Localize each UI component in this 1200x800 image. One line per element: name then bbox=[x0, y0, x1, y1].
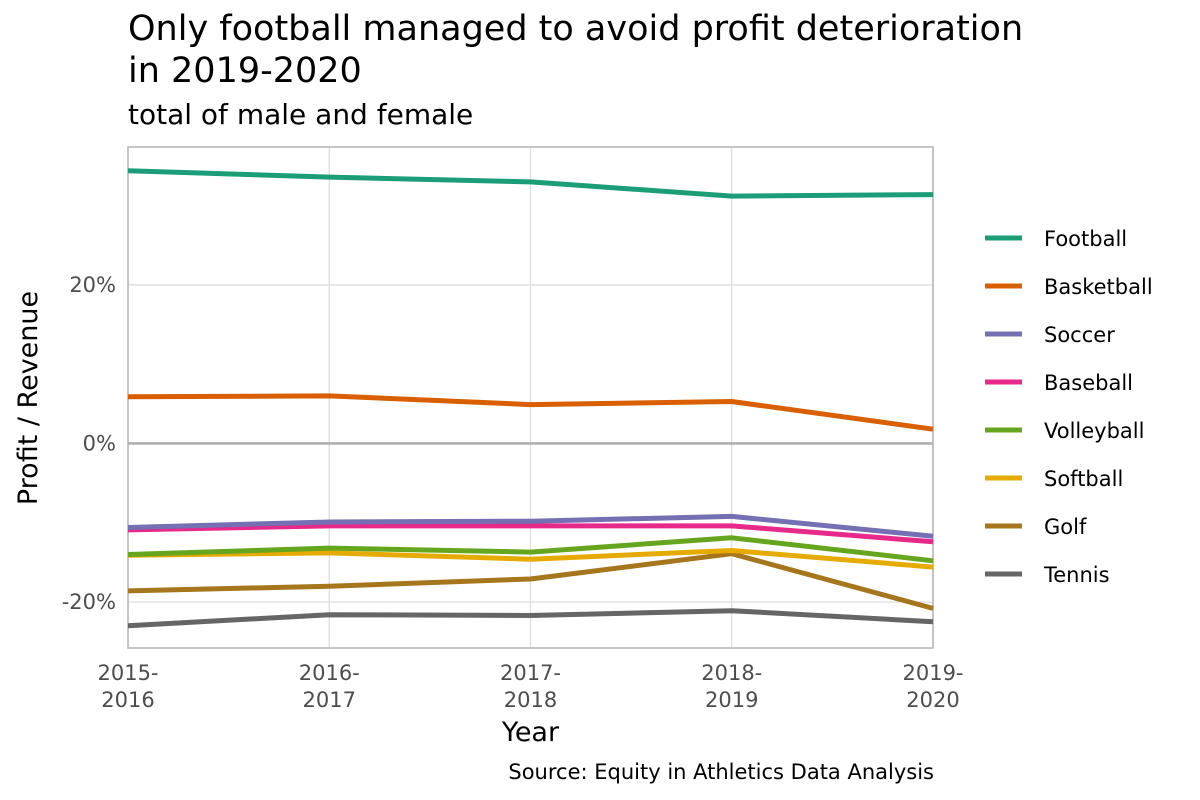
panel-border bbox=[127, 146, 934, 649]
x-tick-label: 2018- bbox=[701, 661, 762, 685]
legend-item-softball: Softball bbox=[985, 467, 1123, 491]
legend-label: Football bbox=[1044, 227, 1127, 251]
legend-label: Softball bbox=[1044, 467, 1123, 491]
y-tick-label: 0% bbox=[83, 431, 116, 455]
legend-label: Tennis bbox=[1043, 563, 1110, 587]
y-axis-title: Profit / Revenue bbox=[13, 291, 44, 505]
legend-label: Soccer bbox=[1044, 323, 1115, 347]
series-line-softball bbox=[127, 548, 934, 570]
series-layer bbox=[127, 168, 934, 629]
series-line-baseball bbox=[127, 523, 934, 545]
series-line-soccer bbox=[127, 513, 934, 539]
chart-title: Only football managed to avoid profit de… bbox=[128, 8, 1128, 92]
chart-caption: Source: Equity in Athletics Data Analysi… bbox=[508, 760, 934, 784]
x-tick-label: 2018 bbox=[504, 688, 557, 712]
legend-label: Golf bbox=[1044, 515, 1087, 539]
legend-item-basketball: Basketball bbox=[985, 275, 1153, 299]
legend-item-football: Football bbox=[985, 227, 1127, 251]
legend: Football Basketball Soccer Baseball Volleyba… bbox=[985, 227, 1153, 587]
legend-label: Baseball bbox=[1044, 371, 1133, 395]
chart-subtitle: total of male and female bbox=[128, 98, 474, 131]
tick-layer: -20% 0% 20% 2015- 2016 2016- 2017 2017- 2018 2018… bbox=[62, 273, 964, 712]
y-tick-label: -20% bbox=[62, 590, 116, 614]
legend-item-baseball: Baseball bbox=[985, 371, 1133, 395]
x-axis-title: Year bbox=[501, 717, 560, 748]
legend-item-soccer: Soccer bbox=[985, 323, 1115, 347]
x-tick-label: 2017 bbox=[303, 688, 356, 712]
x-tick-label: 2016- bbox=[299, 661, 360, 685]
series-line-volleyball bbox=[127, 535, 934, 564]
x-tick-label: 2019- bbox=[902, 661, 963, 685]
series-line-golf bbox=[127, 551, 934, 611]
legend-item-tennis: Tennis bbox=[985, 563, 1110, 587]
legend-label: Basketball bbox=[1044, 275, 1153, 299]
x-tick-label: 2015- bbox=[97, 661, 158, 685]
x-tick-label: 2017- bbox=[500, 661, 561, 685]
legend-item-volleyball: Volleyball bbox=[985, 419, 1144, 443]
legend-item-golf: Golf bbox=[985, 515, 1087, 539]
chart-title-line-2: in 2019-2020 bbox=[128, 51, 362, 91]
series-line-tennis bbox=[127, 608, 934, 629]
x-tick-label: 2020 bbox=[906, 688, 959, 712]
y-tick-label: 20% bbox=[69, 273, 116, 297]
legend-label: Volleyball bbox=[1044, 419, 1144, 443]
series-line-basketball bbox=[127, 393, 934, 432]
x-tick-label: 2016 bbox=[101, 688, 154, 712]
chart-title-line-1: Only football managed to avoid profit de… bbox=[128, 9, 1024, 49]
series-line-football bbox=[127, 168, 934, 199]
x-tick-label: 2019 bbox=[705, 688, 758, 712]
